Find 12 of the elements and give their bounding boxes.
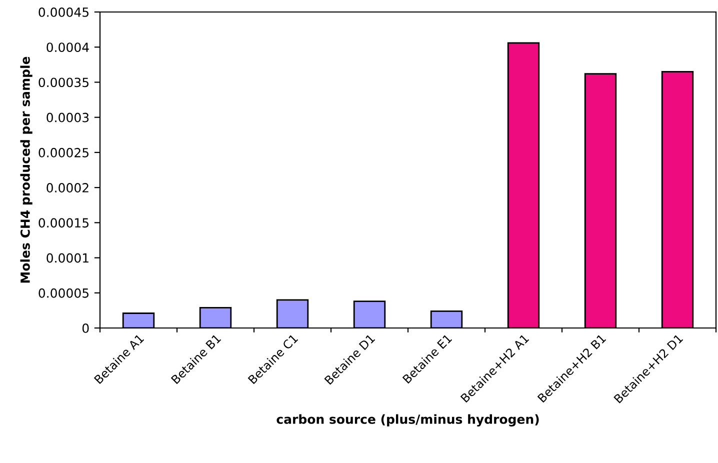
y-tick-label: 0.00005 xyxy=(38,288,88,298)
y-tick-label: 0.0002 xyxy=(46,183,88,192)
y-tick-label: 0.00035 xyxy=(38,78,88,88)
y-tick-label: 0.00015 xyxy=(38,218,88,228)
x-axis-title: carbon source (plus/minus hydrogen) xyxy=(276,414,539,426)
y-axis-title: Moles CH4 produced per sample xyxy=(20,56,32,283)
y-tick-label: 0.0004 xyxy=(46,42,89,52)
y-tick-label: 0.00045 xyxy=(38,7,88,17)
y-tick-label: 0.0001 xyxy=(46,253,88,263)
y-tick-label: 0.0003 xyxy=(46,112,89,122)
y-tick-label: 0 xyxy=(82,323,89,333)
y-tick-label: 0.00025 xyxy=(38,148,88,158)
